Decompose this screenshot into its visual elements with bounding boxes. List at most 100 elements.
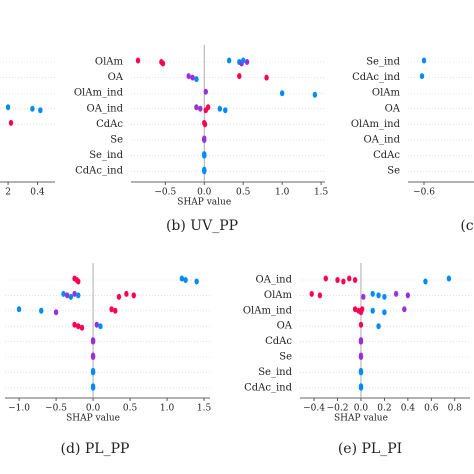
shap-point [113, 307, 118, 314]
shap-point [358, 321, 364, 328]
row-label: OA [108, 72, 124, 83]
row-label: Se [387, 166, 400, 177]
shap-point [61, 290, 66, 297]
row-label: OA_ind [87, 103, 124, 114]
shap-point [347, 275, 352, 282]
shap-point [203, 88, 208, 95]
x-tick-label: 1.0 [275, 188, 290, 198]
shap-point [202, 168, 207, 175]
shap-point [223, 107, 228, 114]
row-label: CdAc_ind [352, 72, 401, 83]
x-tick-label: −0.4 [303, 404, 325, 414]
shap-point [5, 104, 11, 111]
shap-point [72, 290, 77, 297]
shap-point [370, 290, 375, 297]
shap-point [244, 59, 250, 65]
row-label: OlAm [264, 290, 293, 301]
shap-point [30, 105, 35, 112]
shap-point [79, 324, 85, 331]
shap-point [186, 73, 191, 80]
shap-point [358, 384, 364, 391]
shap-point [341, 278, 346, 285]
row-label: OA_ind [364, 135, 401, 146]
shap-point [135, 57, 141, 64]
x-tick-label: 0.5 [123, 404, 138, 414]
row-label: Se [279, 352, 292, 363]
x-axis-label: SHAP value [177, 198, 231, 208]
row-label: OA [385, 103, 401, 114]
shap-point [237, 73, 242, 80]
shap-point [335, 277, 340, 283]
shap-point [240, 57, 246, 64]
x-tick-label: −1.0 [8, 404, 30, 414]
shap-point [90, 338, 96, 345]
x-tick-label: 0.4 [401, 404, 416, 414]
caption: (b) UV_PP [166, 218, 238, 234]
shap-point [90, 384, 96, 391]
shap-point [382, 293, 387, 300]
row-label: Se_ind [366, 57, 400, 68]
shap-point [8, 119, 14, 126]
shap-point [202, 137, 207, 143]
shap-point [72, 321, 77, 328]
x-tick-label: 0.5 [236, 188, 251, 198]
shap-point [190, 74, 195, 81]
x-tick-label: 0.0 [354, 404, 369, 414]
shap-point [317, 292, 323, 299]
shap-point [352, 277, 358, 283]
shap-point [376, 323, 381, 330]
shap-point [90, 369, 96, 376]
x-tick-label: 0.2 [377, 404, 391, 414]
x-tick-label: 0.6 [424, 404, 439, 414]
row-label: OlAm_ind [74, 88, 124, 99]
x-tick-label: 0.0 [86, 404, 101, 414]
shap-point [446, 275, 452, 282]
shap-point [64, 292, 70, 299]
x-tick-label: 2 [5, 188, 11, 198]
shap-point [419, 73, 425, 80]
shap-point [124, 290, 129, 297]
shap-point [361, 293, 366, 300]
shap-point [279, 90, 285, 97]
shap-point [68, 293, 74, 300]
x-tick-label: −0.2 [327, 404, 349, 414]
shap-point [194, 76, 199, 83]
x-axis-label: SHAP value [66, 414, 120, 424]
shap-point [323, 275, 328, 282]
x-tick-label: 1.0 [160, 404, 175, 414]
shap-point [264, 74, 269, 81]
row-label: CdAc [265, 336, 292, 347]
x-tick-label: 0.4 [30, 188, 45, 198]
caption: (e) PL_PI [338, 441, 402, 457]
row-label: OA_ind [256, 275, 293, 286]
x-tick-label: −0.5 [45, 404, 67, 414]
shap-point [183, 277, 188, 283]
row-label: Se [110, 135, 123, 146]
shap-point [76, 323, 81, 330]
shap-point [53, 309, 59, 316]
shap-point [39, 307, 44, 314]
row-label: OA [277, 321, 293, 332]
shap-point [38, 107, 43, 114]
shap-point [226, 57, 232, 64]
shap-point [16, 306, 22, 313]
shap-point [405, 292, 411, 299]
row-label: OlAm [95, 57, 124, 68]
shap-point [358, 354, 364, 360]
row-label: OlAm [372, 88, 401, 99]
shap-point [109, 306, 114, 313]
caption: (c [460, 218, 473, 234]
shap-point [423, 278, 428, 285]
row-label: Se_ind [89, 150, 123, 161]
shap-point [76, 278, 81, 285]
x-tick-label: 1.5 [197, 404, 212, 414]
shap-point [309, 290, 314, 297]
shap-point [194, 104, 199, 111]
shap-point [76, 292, 81, 299]
shap-point [376, 292, 381, 299]
shap-point [194, 278, 199, 285]
shap-point [198, 105, 203, 112]
x-tick-label: −0.5 [154, 188, 176, 198]
shap-point [90, 354, 96, 360]
